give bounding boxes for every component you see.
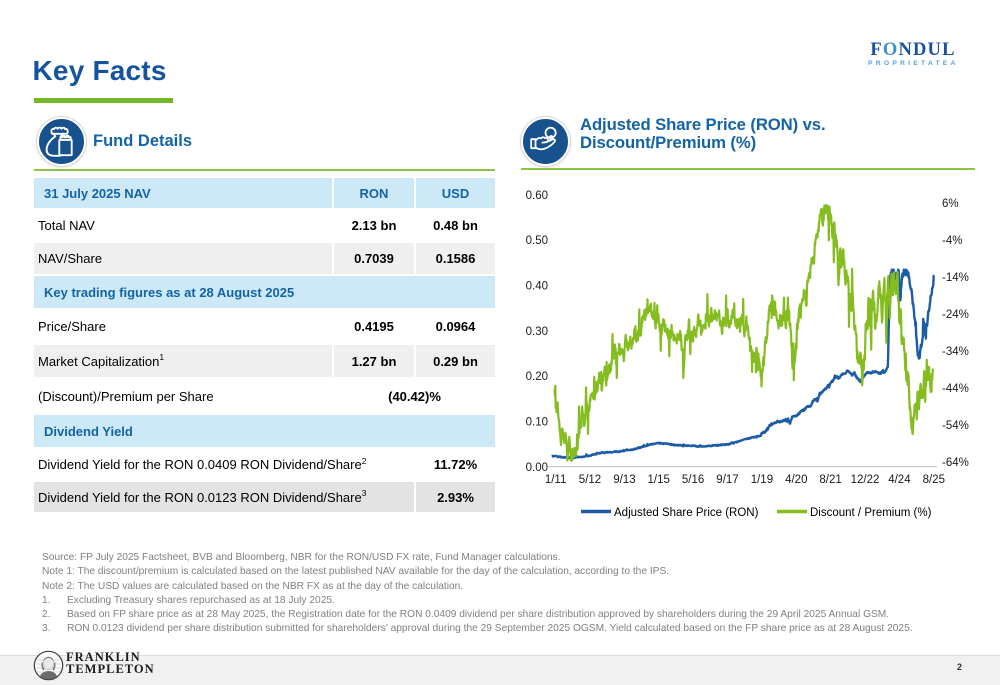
svg-text:Discount / Premium (%): Discount / Premium (%) [810, 507, 932, 519]
svg-text:12/22: 12/22 [851, 474, 880, 486]
svg-text:-4%: -4% [942, 235, 962, 247]
svg-text:0.00: 0.00 [526, 462, 548, 474]
svg-text:-34%: -34% [942, 346, 969, 358]
svg-text:9/13: 9/13 [613, 474, 635, 486]
svg-text:6%: 6% [942, 198, 959, 210]
svg-text:-14%: -14% [942, 272, 969, 284]
svg-text:0.30: 0.30 [526, 326, 548, 338]
svg-text:8/21: 8/21 [819, 474, 841, 486]
svg-text:5/12: 5/12 [579, 474, 601, 486]
svg-text:1/11: 1/11 [545, 474, 567, 486]
svg-text:5/16: 5/16 [682, 474, 704, 486]
svg-text:8/25: 8/25 [923, 474, 945, 486]
svg-text:4/24: 4/24 [888, 474, 911, 486]
svg-text:-24%: -24% [942, 309, 969, 321]
svg-text:0.40: 0.40 [526, 281, 548, 293]
svg-text:-64%: -64% [942, 457, 969, 469]
svg-text:-44%: -44% [942, 383, 969, 395]
svg-text:1/19: 1/19 [751, 474, 773, 486]
svg-text:0.10: 0.10 [526, 417, 548, 429]
svg-text:0.50: 0.50 [526, 235, 548, 247]
svg-text:-54%: -54% [942, 420, 969, 432]
svg-text:9/17: 9/17 [716, 474, 738, 486]
svg-text:4/20: 4/20 [785, 474, 807, 486]
svg-text:0.20: 0.20 [526, 371, 548, 383]
svg-text:0.60: 0.60 [526, 190, 548, 202]
svg-text:1/15: 1/15 [648, 474, 670, 486]
svg-text:Adjusted Share Price (RON): Adjusted Share Price (RON) [614, 507, 759, 519]
